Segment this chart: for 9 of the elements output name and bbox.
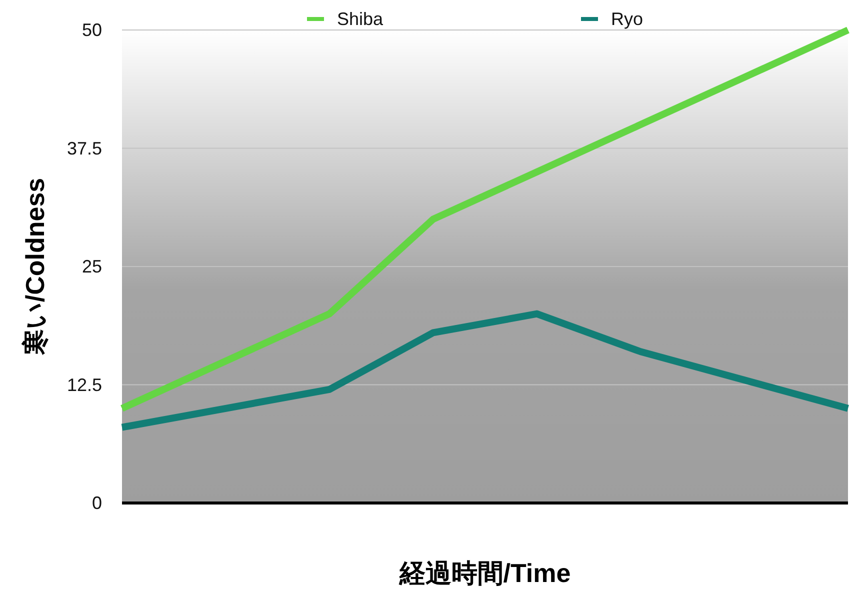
- y-tick-label: 50: [82, 20, 102, 40]
- y-axis-title: 寒い/Coldness: [20, 178, 50, 356]
- legend-label: Ryo: [611, 9, 644, 29]
- y-tick-label: 0: [92, 493, 102, 513]
- y-tick-label: 12.5: [66, 374, 102, 395]
- legend-label: Shiba: [337, 9, 384, 29]
- y-tick-label: 37.5: [66, 138, 102, 158]
- x-axis-title: 経過時間/Time: [398, 558, 571, 588]
- y-tick-label: 25: [82, 256, 102, 276]
